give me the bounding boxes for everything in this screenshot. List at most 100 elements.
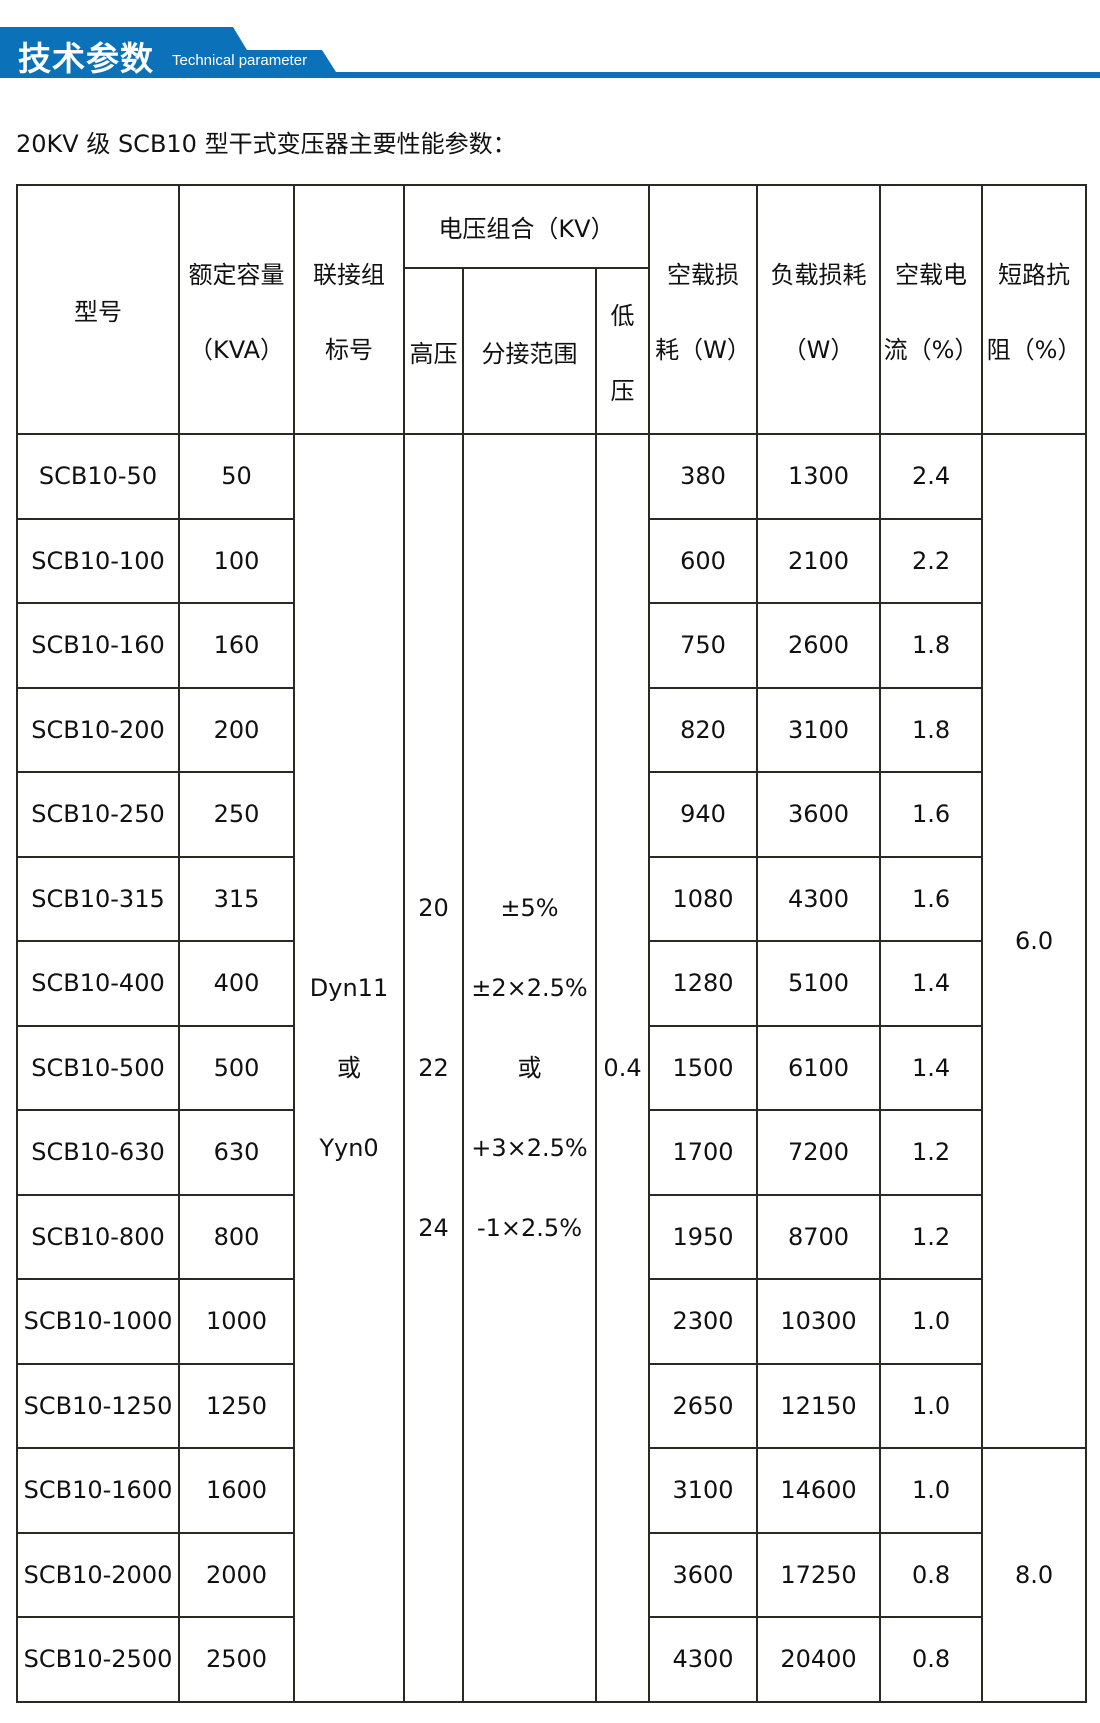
cell-noload-loss: 1500 bbox=[648, 1024, 759, 1111]
cell-capacity: 100 bbox=[178, 517, 295, 604]
cell-capacity: 315 bbox=[178, 855, 295, 942]
cell-capacity: 160 bbox=[178, 602, 295, 689]
table-row: SCB10-800 800 1950 8700 1.2 bbox=[16, 1193, 1086, 1280]
cell-capacity: 800 bbox=[178, 1193, 295, 1280]
header-noload-loss: 空载损 耗（W） bbox=[648, 184, 759, 435]
table-row: SCB10-500 500 1500 6100 1.4 bbox=[16, 1024, 1086, 1111]
cell-noload-current: 1.8 bbox=[879, 686, 984, 773]
cell-connection: Dyn11 或 Yyn0 bbox=[293, 433, 405, 1703]
tap-line: ±5% bbox=[500, 893, 559, 922]
header-line: （KVA） bbox=[188, 335, 285, 364]
table-row: SCB10-315 315 1080 4300 1.6 bbox=[16, 855, 1086, 942]
cell-load-loss: 3600 bbox=[756, 771, 882, 858]
connection-line: 或 bbox=[337, 1053, 361, 1082]
tap-line: ±2×2.5% bbox=[471, 973, 588, 1002]
header-line: 负载损耗 bbox=[770, 260, 867, 289]
cell-load-loss: 2600 bbox=[756, 602, 882, 689]
table-row: SCB10-160 160 750 2600 1.8 bbox=[16, 602, 1086, 689]
cell-load-loss: 17250 bbox=[756, 1531, 882, 1618]
cell-noload-loss: 3600 bbox=[648, 1531, 759, 1618]
cell-noload-current: 1.4 bbox=[879, 940, 984, 1027]
table-row: SCB10-200 200 820 3100 1.8 bbox=[16, 686, 1086, 773]
cell-load-loss: 10300 bbox=[756, 1278, 882, 1365]
header-line: 阻（%） bbox=[986, 335, 1082, 364]
cell-noload-loss: 1700 bbox=[648, 1109, 759, 1196]
banner-title: 技术参数 bbox=[18, 39, 154, 78]
cell-noload-current: 0.8 bbox=[879, 1531, 984, 1618]
cell-capacity: 1000 bbox=[178, 1278, 295, 1365]
cell-model: SCB10-250 bbox=[16, 771, 180, 858]
cell-noload-current: 1.6 bbox=[879, 855, 984, 942]
cell-noload-loss: 3100 bbox=[648, 1447, 759, 1534]
cell-noload-loss: 2650 bbox=[648, 1362, 759, 1449]
cell-capacity: 400 bbox=[178, 940, 295, 1027]
tap-line: +3×2.5% bbox=[471, 1133, 588, 1162]
header-line: 空载电 bbox=[895, 260, 968, 289]
header-line: 标号 bbox=[325, 335, 373, 364]
cell-load-loss: 1300 bbox=[756, 433, 882, 520]
cell-noload-loss: 600 bbox=[648, 517, 759, 604]
hv-stack: 20 22 24 bbox=[406, 828, 461, 1308]
cell-lv: 0.4 bbox=[594, 433, 651, 1703]
table-row: SCB10-630 630 1700 7200 1.2 bbox=[16, 1109, 1086, 1196]
cell-model: SCB10-630 bbox=[16, 1109, 180, 1196]
hv-value: 24 bbox=[418, 1213, 449, 1242]
cell-noload-current: 0.8 bbox=[879, 1616, 984, 1703]
cell-capacity: 1250 bbox=[178, 1362, 295, 1449]
header-noload-current: 空载电流（%） bbox=[879, 184, 984, 435]
cell-noload-loss: 4300 bbox=[648, 1616, 759, 1703]
hv-value: 22 bbox=[418, 1053, 449, 1082]
table-caption: 20KV 级 SCB10 型干式变压器主要性能参数： bbox=[16, 130, 517, 158]
parameter-table: 型号 额定容量 （KVA） 联接组 标号 电压组合（KV） 空载损 耗（W） 负载损耗… bbox=[16, 184, 1088, 1703]
cell-model: SCB10-100 bbox=[16, 517, 180, 604]
cell-model: SCB10-50 bbox=[16, 433, 180, 520]
cell-load-loss: 8700 bbox=[756, 1193, 882, 1280]
cell-model: SCB10-400 bbox=[16, 940, 180, 1027]
header-line: 压 bbox=[610, 377, 635, 405]
cell-capacity: 200 bbox=[178, 686, 295, 773]
header-connection: 联接组 标号 bbox=[293, 184, 405, 435]
table-row: SCB10-2500 2500 4300 20400 0.8 bbox=[16, 1616, 1086, 1703]
cell-noload-current: 1.0 bbox=[879, 1447, 984, 1534]
cell-noload-current: 1.2 bbox=[879, 1193, 984, 1280]
table-row: SCB10-100 100 600 2100 2.2 bbox=[16, 517, 1086, 604]
section-banner: 技术参数 Technical parameter bbox=[0, 0, 1100, 80]
header-capacity: 额定容量 （KVA） bbox=[178, 184, 295, 435]
cell-model: SCB10-1000 bbox=[16, 1278, 180, 1365]
cell-load-loss: 5100 bbox=[756, 940, 882, 1027]
cell-model: SCB10-800 bbox=[16, 1193, 180, 1280]
header-model: 型号 bbox=[16, 184, 180, 435]
cell-noload-loss: 1080 bbox=[648, 855, 759, 942]
cell-load-loss: 14600 bbox=[756, 1447, 882, 1534]
cell-load-loss: 20400 bbox=[756, 1616, 882, 1703]
cell-capacity: 2000 bbox=[178, 1531, 295, 1618]
cell-model: SCB10-500 bbox=[16, 1024, 180, 1111]
banner-subtitle: Technical parameter bbox=[172, 52, 308, 69]
header-hv: 高压 bbox=[403, 267, 464, 435]
cell-noload-loss: 1950 bbox=[648, 1193, 759, 1280]
cell-model: SCB10-2500 bbox=[16, 1616, 180, 1703]
cell-load-loss: 12150 bbox=[756, 1362, 882, 1449]
table-row: SCB10-400 400 1280 5100 1.4 bbox=[16, 940, 1086, 1027]
cell-noload-current: 1.0 bbox=[879, 1362, 984, 1449]
cell-capacity: 500 bbox=[178, 1024, 295, 1111]
header-lv: 低压 bbox=[594, 267, 651, 435]
table-row: SCB10-2000 2000 3600 17250 0.8 bbox=[16, 1531, 1086, 1618]
cell-noload-current: 2.2 bbox=[879, 517, 984, 604]
cell-load-loss: 7200 bbox=[756, 1109, 882, 1196]
table-row: SCB10-50 50 Dyn11 或 Yyn0 20 22 24 ±5% ±2×2.5% 或 +3×… bbox=[16, 433, 1088, 1703]
header-line: 短路抗 bbox=[998, 260, 1071, 289]
table-row: SCB10-1250 1250 2650 12150 1.0 bbox=[16, 1362, 1086, 1449]
cell-noload-current: 1.4 bbox=[879, 1024, 984, 1111]
cell-hv: 20 22 24 bbox=[403, 433, 464, 1703]
cell-model: SCB10-1600 bbox=[16, 1447, 180, 1534]
cell-noload-loss: 2300 bbox=[648, 1278, 759, 1365]
tap-line: -1×2.5% bbox=[476, 1213, 582, 1242]
connection-stack: Dyn11 或 Yyn0 bbox=[296, 948, 402, 1188]
tap-stack: ±5% ±2×2.5% 或 +3×2.5% -1×2.5% bbox=[465, 868, 594, 1268]
cell-model: SCB10-200 bbox=[16, 686, 180, 773]
header-line: 联接组 bbox=[313, 260, 385, 289]
header-line: 流（%） bbox=[883, 335, 979, 364]
cell-load-loss: 6100 bbox=[756, 1024, 882, 1111]
connection-line: Dyn11 bbox=[309, 973, 389, 1002]
